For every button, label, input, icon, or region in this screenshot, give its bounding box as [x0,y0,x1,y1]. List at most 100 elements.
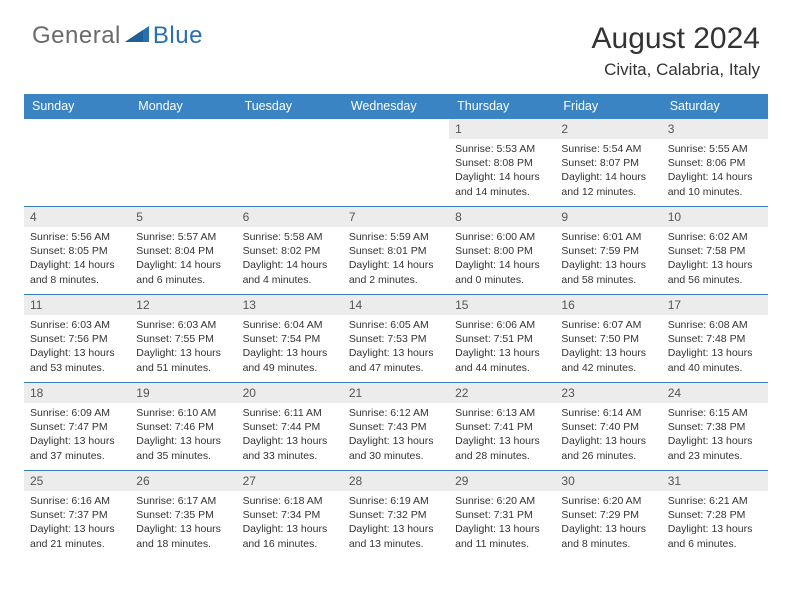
sunrise-text: Sunrise: 5:58 AM [243,230,337,244]
sunrise-text: Sunrise: 6:17 AM [136,494,230,508]
day-number-bar: 14 [343,295,449,315]
calendar-cell: 4Sunrise: 5:56 AMSunset: 8:05 PMDaylight… [24,207,130,295]
weekday-header: Monday [130,94,236,119]
weekday-header: Thursday [449,94,555,119]
calendar-cell: 29Sunrise: 6:20 AMSunset: 7:31 PMDayligh… [449,471,555,559]
day-number-bar: 22 [449,383,555,403]
day-number-bar: 10 [662,207,768,227]
day-details: Sunrise: 5:58 AMSunset: 8:02 PMDaylight:… [237,227,343,291]
daylight-text: Daylight: 13 hours and 30 minutes. [349,434,443,462]
brand-triangle-icon [125,24,151,49]
sunrise-text: Sunrise: 6:03 AM [30,318,124,332]
day-number-bar: 25 [24,471,130,491]
day-details: Sunrise: 6:11 AMSunset: 7:44 PMDaylight:… [237,403,343,467]
day-number-bar: 24 [662,383,768,403]
day-number-bar: 4 [24,207,130,227]
day-details: Sunrise: 6:02 AMSunset: 7:58 PMDaylight:… [662,227,768,291]
daylight-text: Daylight: 14 hours and 6 minutes. [136,258,230,286]
daylight-text: Daylight: 13 hours and 6 minutes. [668,522,762,550]
calendar-cell: 14Sunrise: 6:05 AMSunset: 7:53 PMDayligh… [343,295,449,383]
sunrise-text: Sunrise: 5:55 AM [668,142,762,156]
calendar-cell: 18Sunrise: 6:09 AMSunset: 7:47 PMDayligh… [24,383,130,471]
day-details: Sunrise: 6:14 AMSunset: 7:40 PMDaylight:… [555,403,661,467]
weekday-header: Wednesday [343,94,449,119]
day-number-bar: 31 [662,471,768,491]
sunrise-text: Sunrise: 6:13 AM [455,406,549,420]
page-title: August 2024 [592,22,760,56]
daylight-text: Daylight: 14 hours and 0 minutes. [455,258,549,286]
daylight-text: Daylight: 14 hours and 14 minutes. [455,170,549,198]
sunset-text: Sunset: 7:59 PM [561,244,655,258]
day-details: Sunrise: 6:20 AMSunset: 7:31 PMDaylight:… [449,491,555,555]
calendar-cell: 3Sunrise: 5:55 AMSunset: 8:06 PMDaylight… [662,119,768,207]
daylight-text: Daylight: 13 hours and 53 minutes. [30,346,124,374]
sunrise-text: Sunrise: 6:03 AM [136,318,230,332]
calendar-cell: 6Sunrise: 5:58 AMSunset: 8:02 PMDaylight… [237,207,343,295]
daylight-text: Daylight: 13 hours and 16 minutes. [243,522,337,550]
daylight-text: Daylight: 13 hours and 37 minutes. [30,434,124,462]
calendar-cell: 12Sunrise: 6:03 AMSunset: 7:55 PMDayligh… [130,295,236,383]
sunset-text: Sunset: 7:28 PM [668,508,762,522]
location-label: Civita, Calabria, Italy [592,60,760,80]
sunrise-text: Sunrise: 6:05 AM [349,318,443,332]
daylight-text: Daylight: 14 hours and 12 minutes. [561,170,655,198]
weekday-header: Tuesday [237,94,343,119]
sunset-text: Sunset: 7:35 PM [136,508,230,522]
sunset-text: Sunset: 7:48 PM [668,332,762,346]
brand-logo: General Blue [32,22,203,50]
calendar-cell: 19Sunrise: 6:10 AMSunset: 7:46 PMDayligh… [130,383,236,471]
calendar-cell: 26Sunrise: 6:17 AMSunset: 7:35 PMDayligh… [130,471,236,559]
day-details: Sunrise: 5:54 AMSunset: 8:07 PMDaylight:… [555,139,661,203]
page-header: General Blue August 2024 Civita, Calabri… [0,0,792,88]
daylight-text: Daylight: 13 hours and 21 minutes. [30,522,124,550]
calendar-cell [130,119,236,207]
day-number-bar [24,119,130,139]
sunset-text: Sunset: 7:29 PM [561,508,655,522]
day-number-bar: 18 [24,383,130,403]
calendar-cell: 23Sunrise: 6:14 AMSunset: 7:40 PMDayligh… [555,383,661,471]
calendar-cell: 13Sunrise: 6:04 AMSunset: 7:54 PMDayligh… [237,295,343,383]
calendar-cell: 21Sunrise: 6:12 AMSunset: 7:43 PMDayligh… [343,383,449,471]
day-details: Sunrise: 5:57 AMSunset: 8:04 PMDaylight:… [130,227,236,291]
day-number-bar: 13 [237,295,343,315]
daylight-text: Daylight: 14 hours and 8 minutes. [30,258,124,286]
sunrise-text: Sunrise: 6:09 AM [30,406,124,420]
day-number-bar: 29 [449,471,555,491]
weekday-header: Sunday [24,94,130,119]
day-number-bar: 16 [555,295,661,315]
sunrise-text: Sunrise: 5:57 AM [136,230,230,244]
day-number-bar: 26 [130,471,236,491]
calendar-cell: 22Sunrise: 6:13 AMSunset: 7:41 PMDayligh… [449,383,555,471]
day-details: Sunrise: 6:17 AMSunset: 7:35 PMDaylight:… [130,491,236,555]
sunrise-text: Sunrise: 6:07 AM [561,318,655,332]
sunrise-text: Sunrise: 6:01 AM [561,230,655,244]
calendar-cell: 5Sunrise: 5:57 AMSunset: 8:04 PMDaylight… [130,207,236,295]
daylight-text: Daylight: 14 hours and 4 minutes. [243,258,337,286]
day-number-bar: 1 [449,119,555,139]
day-details: Sunrise: 6:10 AMSunset: 7:46 PMDaylight:… [130,403,236,467]
day-details: Sunrise: 6:13 AMSunset: 7:41 PMDaylight:… [449,403,555,467]
sunrise-text: Sunrise: 5:54 AM [561,142,655,156]
day-details: Sunrise: 6:09 AMSunset: 7:47 PMDaylight:… [24,403,130,467]
calendar-cell [343,119,449,207]
day-details: Sunrise: 6:06 AMSunset: 7:51 PMDaylight:… [449,315,555,379]
sunset-text: Sunset: 7:51 PM [455,332,549,346]
calendar-cell [24,119,130,207]
day-details: Sunrise: 6:16 AMSunset: 7:37 PMDaylight:… [24,491,130,555]
calendar-cell: 24Sunrise: 6:15 AMSunset: 7:38 PMDayligh… [662,383,768,471]
day-number-bar: 19 [130,383,236,403]
sunrise-text: Sunrise: 6:02 AM [668,230,762,244]
sunset-text: Sunset: 7:53 PM [349,332,443,346]
sunrise-text: Sunrise: 6:19 AM [349,494,443,508]
sunset-text: Sunset: 7:54 PM [243,332,337,346]
calendar-row: 4Sunrise: 5:56 AMSunset: 8:05 PMDaylight… [24,207,768,295]
sunrise-text: Sunrise: 6:20 AM [561,494,655,508]
daylight-text: Daylight: 13 hours and 51 minutes. [136,346,230,374]
calendar-table: Sunday Monday Tuesday Wednesday Thursday… [24,94,768,559]
calendar-row: 25Sunrise: 6:16 AMSunset: 7:37 PMDayligh… [24,471,768,559]
calendar-cell: 1Sunrise: 5:53 AMSunset: 8:08 PMDaylight… [449,119,555,207]
sunset-text: Sunset: 7:32 PM [349,508,443,522]
sunset-text: Sunset: 8:01 PM [349,244,443,258]
sunrise-text: Sunrise: 5:53 AM [455,142,549,156]
sunset-text: Sunset: 7:38 PM [668,420,762,434]
